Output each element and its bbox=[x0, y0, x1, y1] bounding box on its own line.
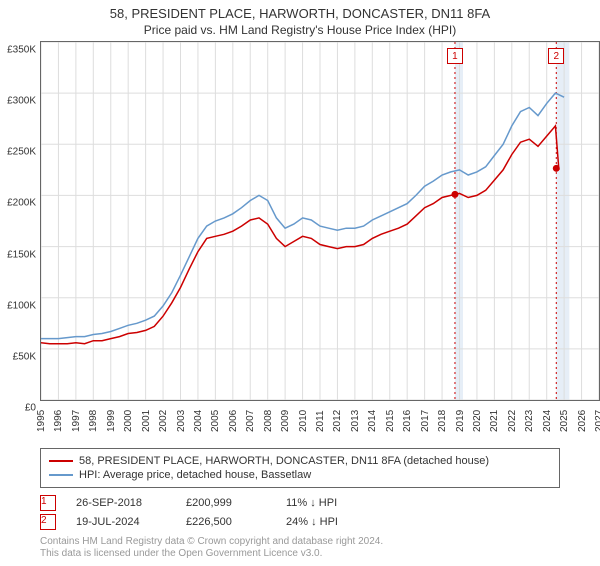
sale-price-2: £226,500 bbox=[186, 516, 266, 528]
x-tick-label: 2001 bbox=[141, 410, 152, 432]
x-tick-label: 2012 bbox=[332, 410, 343, 432]
legend: 58, PRESIDENT PLACE, HARWORTH, DONCASTER… bbox=[40, 448, 560, 488]
sale-date-1: 26-SEP-2018 bbox=[76, 497, 166, 509]
y-tick-label: £200K bbox=[7, 198, 36, 209]
chart-svg bbox=[41, 42, 599, 400]
sale-delta-1: 11% ↓ HPI bbox=[286, 497, 337, 509]
sale-delta-2: 24% ↓ HPI bbox=[286, 516, 338, 528]
x-tick-label: 2026 bbox=[577, 410, 588, 432]
legend-row-property: 58, PRESIDENT PLACE, HARWORTH, DONCASTER… bbox=[49, 455, 551, 467]
x-tick-label: 2014 bbox=[367, 410, 378, 432]
y-tick-label: £50K bbox=[13, 351, 36, 362]
attribution-line2: This data is licensed under the Open Gov… bbox=[40, 548, 383, 560]
chart-marker-label: 1 bbox=[447, 48, 463, 64]
legend-label-property: 58, PRESIDENT PLACE, HARWORTH, DONCASTER… bbox=[79, 455, 489, 467]
sale-price-1: £200,999 bbox=[186, 497, 266, 509]
x-tick-label: 2007 bbox=[245, 410, 256, 432]
y-axis-labels: £0£50K£100K£150K£200K£250K£300K£350K bbox=[0, 50, 38, 410]
x-tick-label: 2003 bbox=[176, 410, 187, 432]
marker-box-1: 1 bbox=[40, 495, 56, 511]
x-tick-label: 1996 bbox=[53, 410, 64, 432]
y-tick-label: £250K bbox=[7, 147, 36, 158]
x-tick-label: 1995 bbox=[36, 410, 47, 432]
x-tick-label: 2017 bbox=[420, 410, 431, 432]
x-tick-label: 2010 bbox=[298, 410, 309, 432]
x-tick-label: 2020 bbox=[472, 410, 483, 432]
x-tick-label: 2008 bbox=[263, 410, 274, 432]
x-tick-label: 2021 bbox=[489, 410, 500, 432]
sales-row-1: 1 26-SEP-2018 £200,999 11% ↓ HPI bbox=[40, 495, 338, 511]
legend-swatch-hpi bbox=[49, 474, 73, 476]
x-tick-label: 1999 bbox=[106, 410, 117, 432]
y-tick-label: £150K bbox=[7, 249, 36, 260]
x-tick-label: 2025 bbox=[559, 410, 570, 432]
x-tick-label: 2016 bbox=[402, 410, 413, 432]
x-tick-label: 2015 bbox=[385, 410, 396, 432]
attribution-line1: Contains HM Land Registry data © Crown c… bbox=[40, 536, 383, 548]
x-tick-label: 2013 bbox=[350, 410, 361, 432]
x-tick-label: 2018 bbox=[437, 410, 448, 432]
x-tick-label: 2027 bbox=[594, 410, 600, 432]
x-tick-label: 2022 bbox=[507, 410, 518, 432]
marker-box-2: 2 bbox=[40, 514, 56, 530]
legend-row-hpi: HPI: Average price, detached house, Bass… bbox=[49, 469, 551, 481]
x-tick-label: 2024 bbox=[542, 410, 553, 432]
x-tick-label: 2006 bbox=[228, 410, 239, 432]
chart-subtitle: Price paid vs. HM Land Registry's House … bbox=[0, 23, 600, 37]
x-tick-label: 2005 bbox=[210, 410, 221, 432]
x-tick-label: 1998 bbox=[88, 410, 99, 432]
y-tick-label: £100K bbox=[7, 300, 36, 311]
chart-title: 58, PRESIDENT PLACE, HARWORTH, DONCASTER… bbox=[0, 6, 600, 21]
attribution: Contains HM Land Registry data © Crown c… bbox=[40, 536, 383, 560]
sales-table: 1 26-SEP-2018 £200,999 11% ↓ HPI 2 19-JU… bbox=[40, 492, 338, 533]
x-tick-label: 2019 bbox=[455, 410, 466, 432]
x-tick-label: 2011 bbox=[315, 410, 326, 432]
x-tick-label: 2023 bbox=[524, 410, 535, 432]
y-tick-label: £350K bbox=[7, 45, 36, 56]
x-axis-labels: 1995199619971998199920002001200220032004… bbox=[40, 414, 600, 444]
sales-row-2: 2 19-JUL-2024 £226,500 24% ↓ HPI bbox=[40, 514, 338, 530]
x-tick-label: 2004 bbox=[193, 410, 204, 432]
x-tick-label: 2009 bbox=[280, 410, 291, 432]
legend-label-hpi: HPI: Average price, detached house, Bass… bbox=[79, 469, 311, 481]
sale-date-2: 19-JUL-2024 bbox=[76, 516, 166, 528]
y-tick-label: £0 bbox=[25, 403, 36, 414]
x-tick-label: 1997 bbox=[71, 410, 82, 432]
x-tick-label: 2000 bbox=[123, 410, 134, 432]
chart-marker-label: 2 bbox=[548, 48, 564, 64]
legend-swatch-property bbox=[49, 460, 73, 462]
chart-area: 12 bbox=[40, 41, 600, 401]
y-tick-label: £300K bbox=[7, 96, 36, 107]
x-tick-label: 2002 bbox=[158, 410, 169, 432]
